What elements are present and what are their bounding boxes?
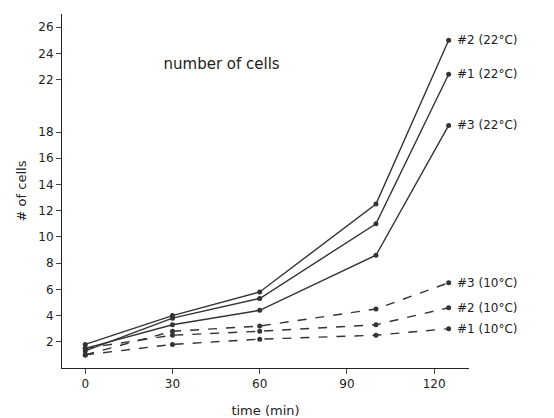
svg-text:#3 (22°C): #3 (22°C) [457, 118, 518, 132]
svg-text:24: 24 [38, 47, 53, 61]
svg-text:90: 90 [339, 377, 354, 391]
svg-text:#3 (10°C): #3 (10°C) [457, 276, 518, 290]
svg-text:26: 26 [38, 20, 53, 34]
svg-text:time (min): time (min) [231, 403, 299, 418]
svg-text:18: 18 [38, 125, 53, 139]
svg-text:2: 2 [46, 335, 54, 349]
svg-text:0: 0 [81, 377, 89, 391]
svg-text:60: 60 [252, 377, 267, 391]
svg-text:14: 14 [38, 178, 53, 192]
svg-text:8: 8 [46, 256, 54, 270]
svg-text:22: 22 [38, 73, 53, 87]
svg-text:16: 16 [38, 151, 53, 165]
svg-text:#1 (22°C): #1 (22°C) [457, 67, 518, 81]
svg-text:6: 6 [46, 283, 54, 297]
svg-text:30: 30 [165, 377, 180, 391]
svg-text:120: 120 [423, 377, 446, 391]
svg-text:#1 (10°C): #1 (10°C) [457, 322, 518, 336]
svg-text:# of cells: # of cells [14, 160, 29, 221]
svg-text:number of cells: number of cells [164, 55, 280, 73]
svg-text:#2 (22°C): #2 (22°C) [457, 33, 518, 47]
svg-text:12: 12 [38, 204, 53, 218]
svg-text:10: 10 [38, 230, 53, 244]
svg-text:#2 (10°C): #2 (10°C) [457, 301, 518, 315]
svg-text:4: 4 [46, 309, 54, 323]
